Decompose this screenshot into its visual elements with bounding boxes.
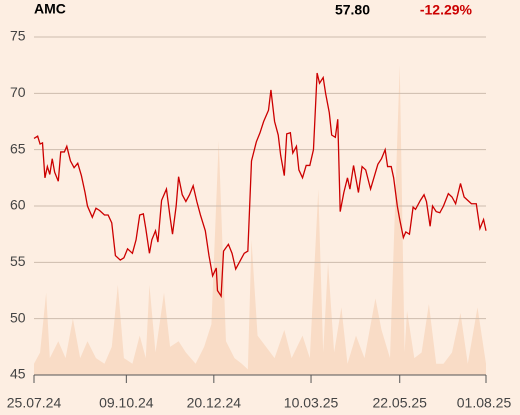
price: 57.80: [335, 2, 370, 18]
y-tick-label: 65: [10, 140, 26, 156]
volume-area: [34, 65, 486, 376]
y-tick-label: 60: [10, 197, 26, 213]
y-tick-label: 50: [10, 309, 26, 325]
x-tick-label: 25.07.24: [7, 395, 62, 411]
change: -12.29%: [420, 2, 473, 18]
y-tick-label: 75: [10, 28, 26, 44]
x-tick-label: 22.05.25: [372, 395, 427, 411]
x-tick-label: 10.03.25: [284, 395, 339, 411]
y-tick-label: 55: [10, 253, 26, 269]
price-line: [33, 72, 487, 299]
x-tick-label: 01.08.25: [457, 395, 512, 411]
y-tick-label: 70: [10, 84, 26, 100]
y-tick-label: 45: [10, 366, 26, 382]
x-tick-label: 20.12.24: [187, 395, 242, 411]
x-tick-label: 09.10.24: [99, 395, 154, 411]
ticker: AMC: [34, 1, 66, 17]
